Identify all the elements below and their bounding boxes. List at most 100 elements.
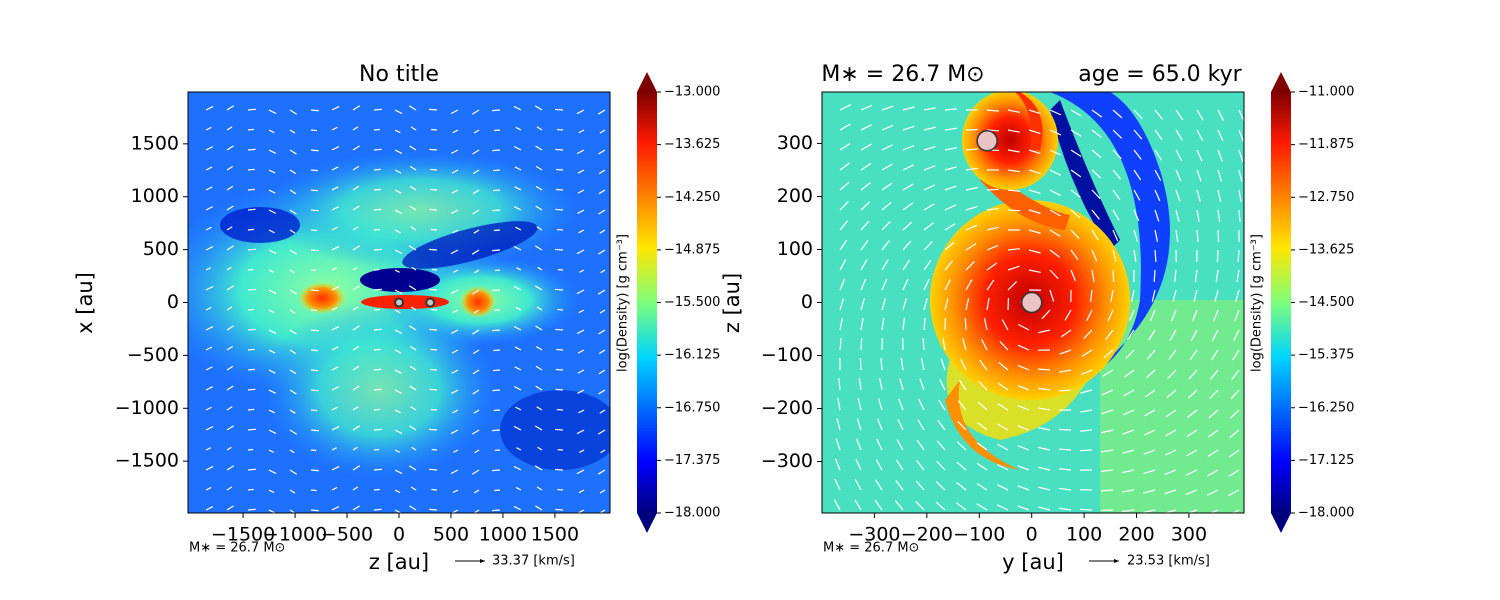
colorbar-tick-label: −13.625 — [664, 137, 720, 152]
velocity-arrow — [599, 489, 606, 494]
velocity-arrow — [1007, 281, 1017, 291]
velocity-arrow — [409, 505, 417, 511]
velocity-arrow — [453, 269, 459, 273]
velocity-arrow — [268, 309, 275, 314]
velocity-arrow — [1037, 368, 1051, 371]
velocity-arrow — [373, 128, 380, 131]
velocity-arrow — [205, 126, 212, 131]
colorbar-tick-label: −17.125 — [1298, 453, 1354, 468]
velocity-arrow — [310, 489, 317, 492]
velocity-arrow — [857, 398, 862, 411]
velocity-arrow — [394, 469, 403, 475]
velocity-arrow — [1228, 449, 1240, 458]
velocity-arrow — [516, 267, 522, 271]
velocity-arrow — [983, 318, 988, 331]
velocity-arrow — [534, 425, 543, 431]
velocity-arrow — [247, 308, 254, 311]
velocity-arrow — [836, 418, 841, 431]
velocity-arrow — [514, 166, 522, 171]
y-tick-label: 0 — [801, 291, 813, 313]
velocity-arrow — [881, 240, 890, 251]
y-tick-label: −100 — [761, 344, 813, 366]
velocity-arrow — [923, 317, 926, 331]
velocity-arrow — [1217, 169, 1223, 182]
velocity-arrow — [394, 169, 402, 174]
velocity-arrow — [1070, 209, 1081, 219]
velocity-arrow — [1172, 289, 1177, 302]
velocity-arrow — [513, 465, 522, 471]
velocity-arrow — [1038, 506, 1051, 511]
velocity-arrow — [310, 249, 319, 252]
velocity-arrow — [1174, 269, 1177, 282]
velocity-arrow — [536, 406, 543, 411]
velocity-arrow — [874, 499, 883, 511]
velocity-arrow — [394, 329, 403, 335]
velocity-arrow — [1154, 169, 1162, 181]
velocity-arrow — [1070, 249, 1079, 261]
velocity-arrow — [247, 268, 254, 271]
velocity-arrow — [1175, 129, 1183, 141]
velocity-arrow — [576, 109, 585, 115]
velocity-arrow — [860, 337, 863, 351]
velocity-arrow — [247, 368, 256, 371]
velocity-arrow — [534, 285, 543, 291]
velocity-arrow — [310, 349, 318, 352]
velocity-arrow — [1122, 449, 1135, 454]
velocity-arrow — [1165, 429, 1177, 437]
velocity-arrow — [247, 288, 256, 291]
velocity-arrow — [577, 349, 585, 354]
velocity-arrow — [408, 105, 417, 111]
velocity-arrow — [289, 149, 297, 155]
velocity-arrow — [1196, 149, 1203, 162]
velocity-arrow — [1207, 469, 1219, 477]
velocity-arrow — [373, 408, 381, 411]
velocity-arrow — [599, 129, 606, 134]
velocity-arrow — [205, 166, 213, 171]
velocity-arrow — [1112, 189, 1121, 201]
velocity-arrow — [1238, 129, 1244, 142]
velocity-arrow — [1164, 489, 1177, 495]
velocity-arrow — [576, 329, 585, 335]
velocity-arrow — [898, 398, 904, 411]
velocity-arrow — [471, 289, 480, 295]
velocity-arrow — [289, 249, 298, 255]
velocity-arrow — [472, 389, 480, 395]
velocity-arrow — [289, 329, 297, 335]
velocity-arrow — [839, 201, 849, 211]
velocity-arrow — [902, 125, 915, 131]
velocity-arrow — [473, 409, 480, 414]
velocity-arrow — [268, 209, 277, 214]
velocity-arrow — [1122, 489, 1135, 493]
velocity-arrow — [394, 309, 401, 314]
colorbar-tick-label: −18.000 — [1298, 506, 1354, 521]
velocity-arrow — [513, 245, 522, 251]
velocity-arrow — [598, 369, 606, 375]
velocity-arrow — [1206, 509, 1219, 516]
velocity-arrow — [877, 398, 883, 411]
velocity-arrow — [352, 126, 359, 131]
velocity-arrow — [331, 486, 338, 491]
velocity-arrow — [409, 145, 417, 151]
x-tick-label: −500 — [321, 524, 373, 546]
velocity-arrow — [1148, 329, 1156, 341]
velocity-arrow — [1167, 369, 1177, 380]
velocity-arrow — [513, 105, 522, 111]
velocity-arrow — [373, 228, 381, 231]
colorbar-extend — [637, 513, 657, 533]
velocity-arrow — [597, 469, 606, 475]
velocity-arrow — [1038, 446, 1051, 451]
velocity-arrow — [394, 489, 401, 494]
velocity-arrow — [205, 406, 212, 411]
velocity-arrow — [1007, 248, 1020, 251]
velocity-arrow — [226, 226, 233, 231]
velocity-arrow — [331, 406, 338, 411]
velocity-arrow — [1112, 169, 1122, 180]
velocity-arrow — [493, 409, 501, 412]
velocity-arrow — [1070, 109, 1082, 117]
velocity-arrow — [205, 346, 213, 351]
velocity-arrow — [965, 186, 978, 191]
velocity-arrow — [515, 486, 522, 491]
velocity-arrow — [920, 358, 925, 371]
velocity-arrow — [535, 165, 543, 171]
